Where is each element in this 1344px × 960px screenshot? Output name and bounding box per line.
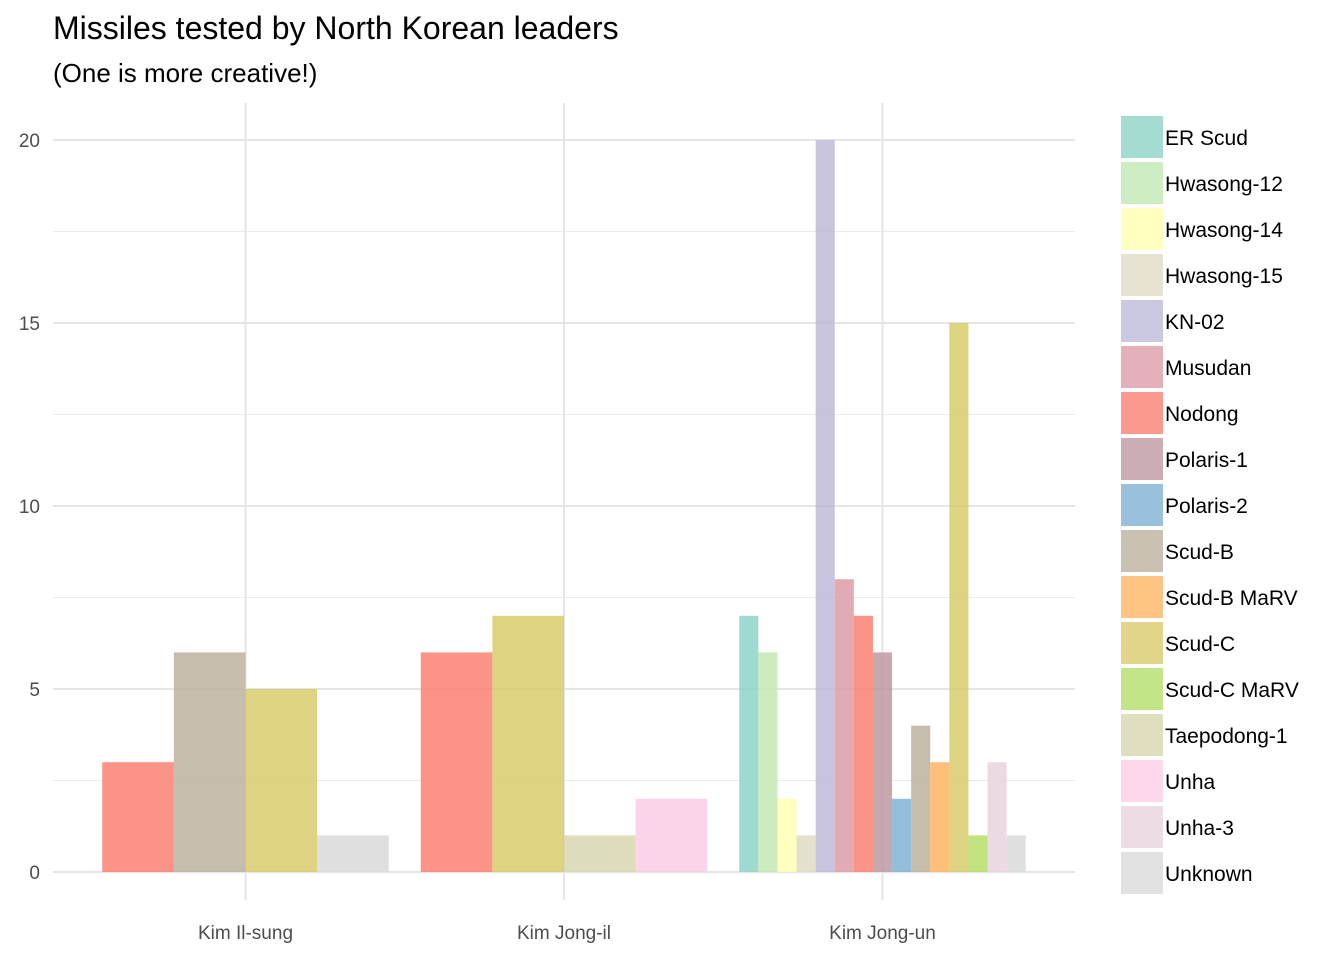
legend: ER Scud Hwasong-12 Hwasong-14 Hwasong-15 KN-… (1121, 116, 1299, 894)
bar (739, 615, 759, 872)
bar (930, 762, 950, 872)
legend-label: Hwasong-12 (1165, 173, 1283, 196)
legend-key (1121, 208, 1163, 250)
x-tick-label: Kim Jong-il (517, 923, 611, 944)
legend-label: Taepodong-1 (1165, 725, 1288, 748)
y-tick-label: 15 (19, 314, 40, 335)
bar (853, 615, 873, 872)
bar (173, 652, 246, 872)
legend-key (1121, 852, 1163, 894)
legend-label: KN-02 (1165, 311, 1225, 334)
x-axis: Kim Il-sung Kim Jong-il Kim Jong-un (198, 923, 936, 944)
legend-label: Polaris-1 (1165, 449, 1248, 472)
legend-key (1121, 622, 1163, 664)
chart-subtitle: (One is more creative!) (53, 58, 318, 88)
y-tick-label: 20 (19, 131, 40, 152)
bar (872, 652, 893, 872)
legend-key (1121, 392, 1163, 434)
legend-key (1121, 668, 1163, 710)
legend-label: Unknown (1165, 863, 1253, 886)
chart-title: Missiles tested by North Korean leaders (53, 10, 619, 46)
legend-label: Unha (1165, 771, 1216, 794)
legend-label: Nodong (1165, 403, 1239, 426)
legend-key (1121, 300, 1163, 342)
y-tick-label: 10 (19, 497, 40, 518)
legend-key (1121, 714, 1163, 756)
bar (1006, 835, 1026, 872)
y-tick-label: 0 (29, 863, 40, 884)
y-axis: 0 5 10 15 20 (19, 131, 40, 884)
legend-label: Musudan (1165, 357, 1251, 380)
bar (968, 835, 988, 872)
bar (949, 323, 969, 872)
bar (317, 835, 389, 872)
bar (758, 652, 778, 872)
y-tick-label: 5 (29, 680, 40, 701)
legend-key (1121, 576, 1163, 618)
legend-label: Hwasong-14 (1165, 219, 1283, 242)
bar (564, 835, 636, 872)
legend-key (1121, 116, 1163, 158)
legend-label: Scud-C MaRV (1165, 679, 1299, 702)
legend-label: Polaris-2 (1165, 495, 1248, 518)
bar (777, 798, 797, 872)
bar (492, 615, 564, 872)
x-tick-label: Kim Il-sung (198, 923, 293, 944)
legend-label: ER Scud (1165, 127, 1248, 150)
bar (245, 689, 318, 872)
legend-key (1121, 438, 1163, 480)
legend-label: Scud-B MaRV (1165, 587, 1298, 610)
bar (815, 140, 835, 872)
legend-key (1121, 806, 1163, 848)
bar (911, 725, 931, 872)
bar (420, 652, 493, 872)
legend-key (1121, 530, 1163, 572)
bar (102, 762, 174, 872)
bar (834, 579, 854, 872)
legend-key (1121, 254, 1163, 296)
legend-key (1121, 346, 1163, 388)
legend-label: Scud-C (1165, 633, 1235, 656)
bars (102, 140, 1026, 872)
legend-key (1121, 162, 1163, 204)
legend-key (1121, 760, 1163, 802)
bar (987, 762, 1007, 872)
legend-label: Unha-3 (1165, 817, 1234, 840)
legend-key (1121, 484, 1163, 526)
bar (796, 835, 816, 872)
bar (635, 798, 708, 872)
bar (892, 798, 912, 872)
x-tick-label: Kim Jong-un (829, 923, 936, 944)
legend-label: Hwasong-15 (1165, 265, 1283, 288)
legend-label: Scud-B (1165, 541, 1234, 564)
